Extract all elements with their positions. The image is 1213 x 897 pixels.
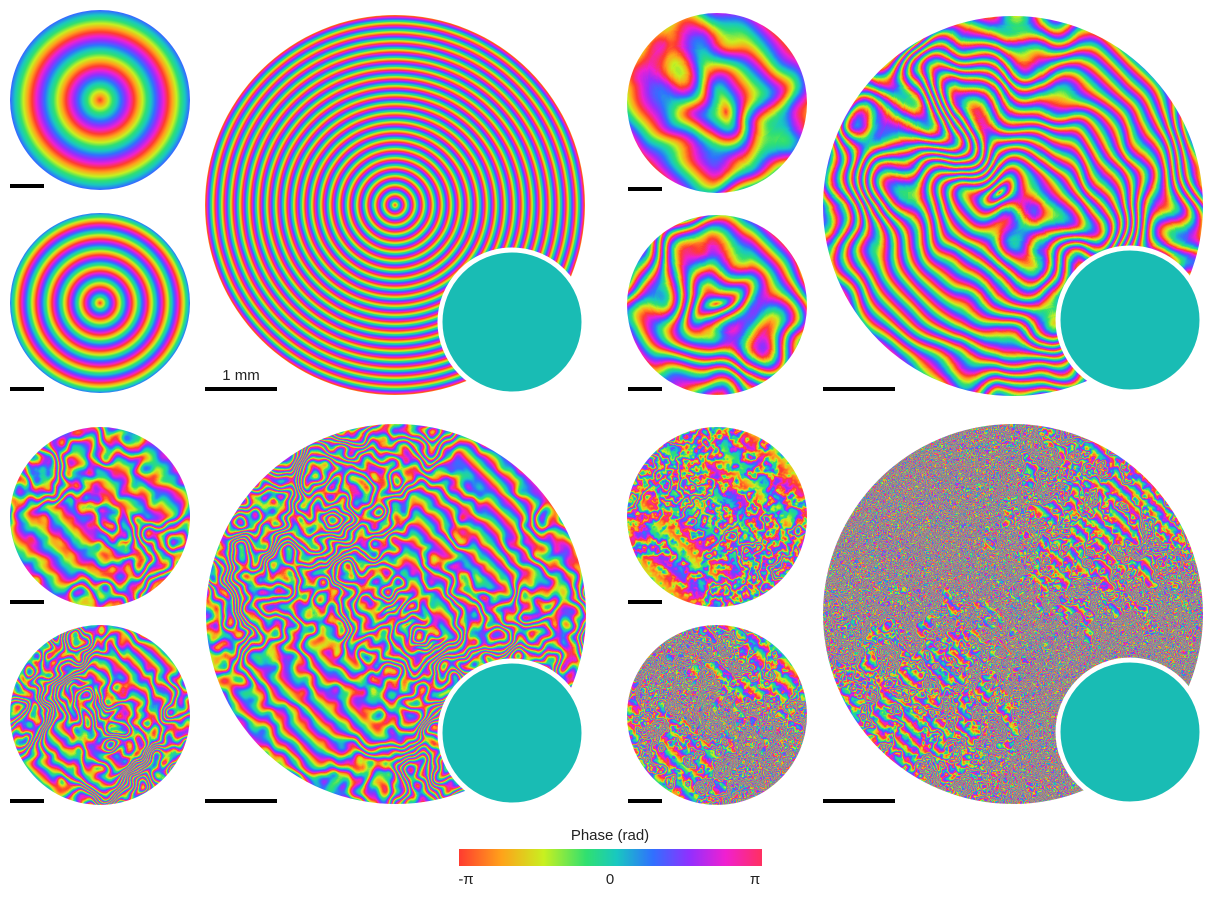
residual-inset: [437, 247, 587, 397]
colorbar-tick: 0: [606, 871, 614, 888]
phase-map: [627, 215, 807, 395]
phase-map: [10, 625, 190, 805]
residual-inset: [1055, 657, 1205, 807]
residual-inset: [1055, 245, 1205, 395]
residual-inset: [437, 658, 587, 808]
fringes: [10, 427, 190, 607]
colorbar: Phase (rad) -π 0 π: [458, 827, 762, 888]
fringes: [627, 427, 807, 607]
phase-map: [627, 13, 807, 193]
phase-map: [10, 213, 190, 393]
colorbar-gradient: [459, 849, 762, 866]
phase-map: [10, 427, 190, 607]
fringes: [10, 10, 190, 190]
fringes: [10, 625, 190, 805]
colorbar-tick: π: [750, 871, 760, 888]
phase-map: [10, 10, 190, 190]
fringes: [10, 213, 190, 393]
fringes: [627, 215, 807, 395]
colorbar-tick: -π: [458, 871, 473, 888]
scale-label: 1 mm: [222, 367, 260, 384]
fringes: [627, 13, 807, 193]
phase-map: [627, 427, 807, 607]
colorbar-title: Phase (rad): [571, 827, 649, 844]
fringes: [627, 625, 807, 805]
phase-map: [627, 625, 807, 805]
